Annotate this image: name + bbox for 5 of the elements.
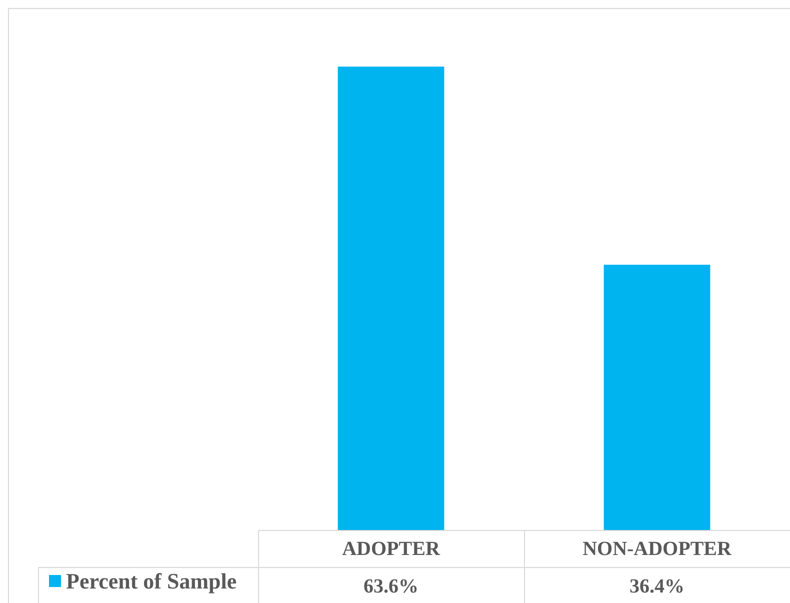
data-label: 63.6%	[364, 576, 418, 598]
legend-label: Percent of Sample	[66, 568, 237, 594]
x-tick-label: NON-ADOPTER	[582, 538, 732, 560]
data-label: 36.4%	[630, 576, 684, 598]
x-tick-label: ADOPTER	[342, 538, 440, 560]
